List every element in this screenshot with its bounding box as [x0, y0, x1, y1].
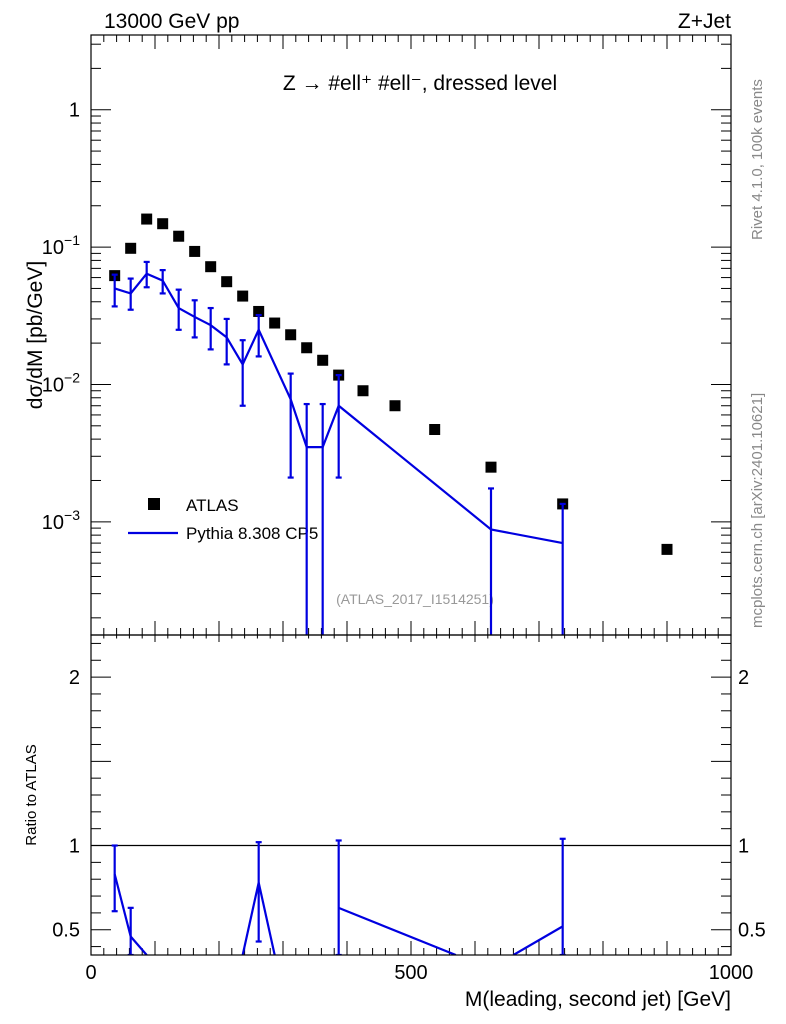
x-axis-title: M(leading, second jet) [GeV]	[465, 988, 731, 1011]
ratio-tick-label: 0.5	[52, 920, 80, 942]
atlas-point	[221, 276, 233, 288]
ratio-tick-label: 2	[69, 667, 80, 689]
atlas-point	[141, 213, 153, 225]
atlas-point	[317, 354, 329, 366]
ratio-line-segment	[129, 935, 148, 955]
y-axis-title: dσ/dM [pb/GeV]	[24, 261, 47, 409]
ratio-line-segment	[338, 906, 457, 955]
atlas-point	[125, 242, 137, 254]
atlas-point	[285, 329, 297, 341]
process-label: Z+Jet	[678, 10, 731, 33]
atlas-point	[205, 261, 217, 273]
source-label: mcplots.cern.ch [arXiv:2401.10621]	[749, 393, 766, 628]
atlas-point	[269, 317, 281, 329]
ratio-plot-data	[111, 837, 566, 955]
legend-marker-atlas	[148, 498, 160, 510]
atlas-point	[485, 461, 497, 473]
analysis-id-label: (ATLAS_2017_I1514251)	[336, 591, 494, 607]
y-tick-label: 10−2	[42, 369, 80, 396]
atlas-point	[173, 230, 185, 242]
atlas-point	[357, 385, 369, 397]
atlas-point	[157, 218, 169, 230]
y-tick-label: 1	[69, 100, 80, 122]
main-plot-frame	[90, 34, 732, 636]
ratio-line-segment	[512, 925, 564, 955]
atlas-point	[389, 400, 401, 412]
ratio-line-segment	[113, 873, 132, 937]
atlas-point	[237, 290, 249, 302]
x-tick-label: 0	[85, 962, 96, 984]
y-tick-label: 10−1	[42, 232, 80, 259]
atlas-point	[661, 543, 673, 555]
ratio-tick-label: 1	[69, 836, 80, 858]
y-tick-label: 10−3	[42, 507, 80, 534]
main-plot-data	[109, 213, 673, 635]
ratio-tick-label-right: 1	[738, 836, 749, 858]
x-tick-label: 500	[394, 962, 427, 984]
ratio-line-segment	[241, 882, 260, 955]
pythia-line	[114, 272, 563, 545]
chart-title: Z → #ell⁺ #ell⁻, dressed level	[283, 72, 557, 95]
rivet-version-label: Rivet 4.1.0, 100k events	[749, 79, 766, 240]
ratio-plot-frame	[90, 634, 732, 956]
collision-energy-label: 13000 GeV pp	[104, 10, 239, 33]
legend: ATLAS Pythia 8.308 CP5	[128, 496, 318, 543]
ratio-tick-label-right: 0.5	[738, 920, 766, 942]
legend-label-atlas: ATLAS	[186, 496, 239, 515]
atlas-point	[253, 305, 265, 317]
atlas-point	[429, 424, 441, 436]
atlas-point	[189, 245, 201, 257]
ratio-line-segment	[257, 882, 276, 955]
ratio-tick-label-right: 2	[738, 667, 749, 689]
atlas-point	[301, 342, 313, 354]
legend-label-pythia: Pythia 8.308 CP5	[186, 524, 318, 543]
ratio-y-axis-title: Ratio to ATLAS	[23, 744, 40, 845]
x-tick-label: 1000	[709, 962, 754, 984]
